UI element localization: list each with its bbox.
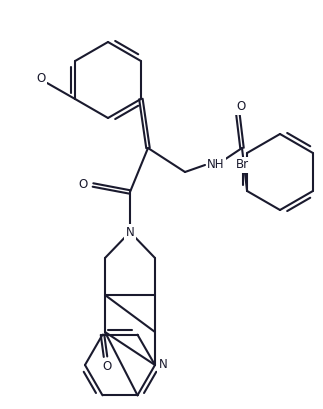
- Text: O: O: [78, 178, 88, 191]
- Text: O: O: [236, 101, 245, 114]
- Text: NH: NH: [207, 159, 224, 171]
- Text: O: O: [36, 72, 46, 85]
- Text: N: N: [159, 359, 167, 371]
- Text: O: O: [103, 360, 112, 373]
- Text: N: N: [126, 225, 134, 238]
- Text: Br: Br: [235, 159, 249, 171]
